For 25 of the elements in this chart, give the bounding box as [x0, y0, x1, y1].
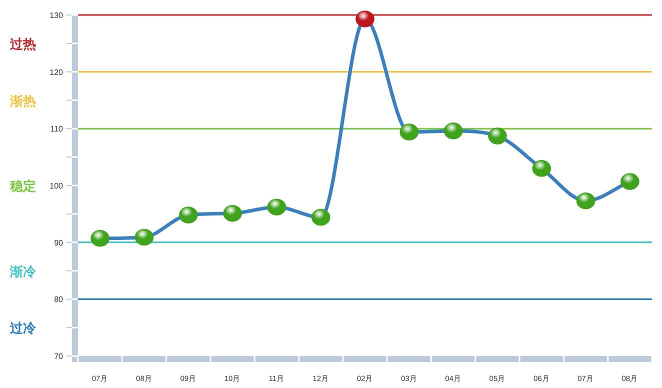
point	[223, 204, 242, 222]
ref-line-label: 过冷	[9, 320, 37, 336]
y-tick-label: 80	[54, 295, 64, 304]
point	[576, 192, 596, 210]
point	[488, 128, 507, 144]
y-tick-label: 90	[54, 238, 64, 248]
point	[134, 228, 154, 246]
y-tick-label: 70	[54, 352, 64, 361]
ref-line-label: 渐冷	[9, 264, 37, 279]
y-tick-label: 120	[50, 68, 64, 77]
ref-line-label: 过热	[9, 36, 36, 52]
point	[532, 160, 552, 177]
point	[267, 198, 286, 216]
ref-line-label: 渐热	[9, 93, 36, 108]
point	[90, 230, 110, 247]
ref-line-label: 稳定	[9, 178, 36, 194]
point	[311, 208, 330, 226]
y-tick-label: 110	[50, 124, 64, 134]
y-tick-label: 130	[50, 11, 64, 20]
point	[620, 173, 640, 190]
y-tick-label: 100	[50, 182, 64, 190]
point	[444, 122, 463, 140]
point	[356, 10, 374, 28]
point	[178, 206, 198, 224]
point	[400, 124, 419, 140]
